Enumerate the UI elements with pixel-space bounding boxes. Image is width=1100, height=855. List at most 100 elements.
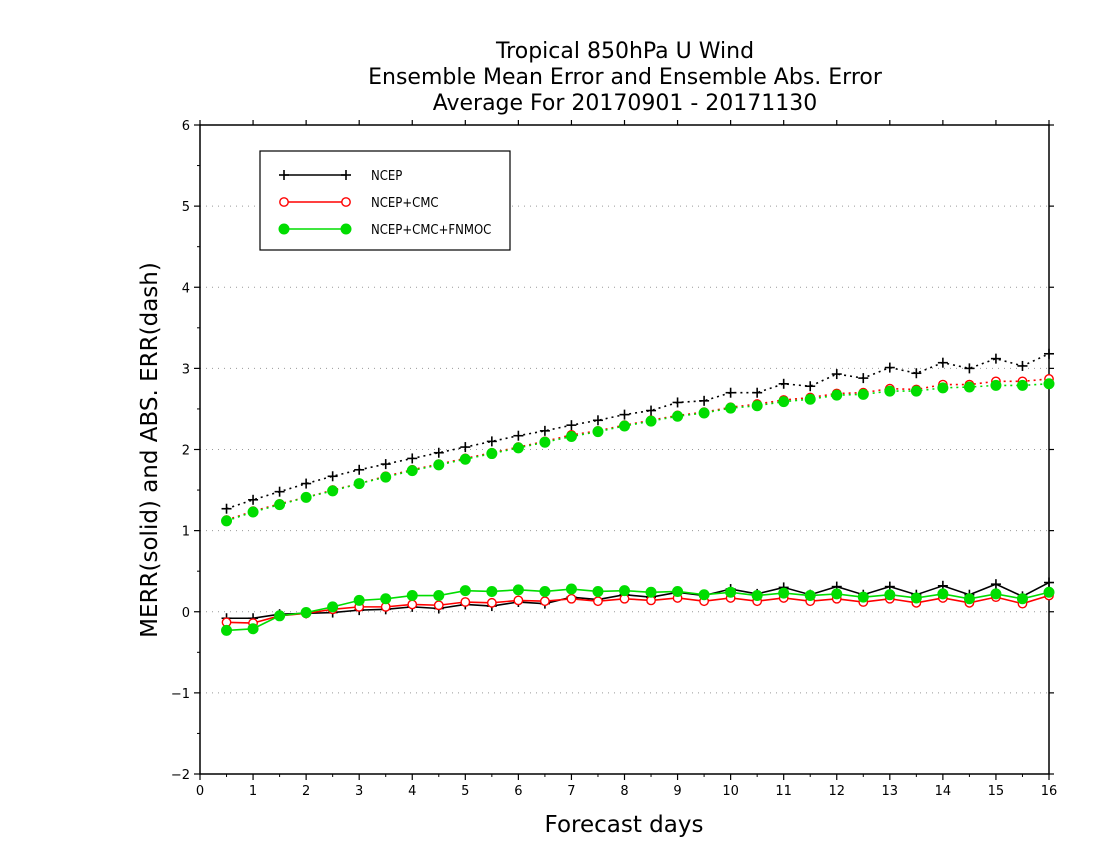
x-tick-label: 15 [988, 784, 1005, 799]
filled-circle-marker [1016, 379, 1028, 391]
open-circle-marker [513, 595, 524, 606]
plus-marker [341, 170, 351, 180]
filled-circle-marker [247, 506, 259, 518]
filled-circle-marker [221, 624, 233, 636]
filled-circle-marker [380, 471, 392, 483]
x-tick-label: 4 [408, 784, 416, 799]
x-tick-label: 14 [935, 784, 952, 799]
filled-circle-marker [990, 379, 1002, 391]
series-line [226, 382, 1050, 522]
filled-circle-marker [910, 385, 922, 397]
plus-marker [699, 395, 710, 406]
open-circle-marker [486, 597, 497, 608]
filled-circle-marker [353, 594, 365, 606]
filled-circle-marker [1043, 586, 1055, 598]
filled-circle-marker [278, 223, 290, 235]
plus-marker [354, 464, 365, 475]
series-ncep-abs-error [221, 348, 1054, 514]
filled-circle-marker [751, 400, 763, 412]
plus-marker [990, 353, 1001, 364]
series-line [226, 594, 1050, 624]
plus-marker [513, 430, 524, 441]
legend-item: NCEP+CMC [279, 196, 439, 211]
filled-circle-marker [539, 585, 551, 597]
filled-circle-marker [884, 385, 896, 397]
x-tick-label: 3 [355, 784, 363, 799]
filled-circle-marker [937, 588, 949, 600]
x-tick-label: 1 [249, 784, 257, 799]
y-tick-label: 0 [182, 606, 190, 621]
filled-circle-marker [327, 601, 339, 613]
plus-marker [884, 362, 895, 373]
y-tick-label: 5 [182, 200, 190, 215]
filled-circle-marker [963, 381, 975, 393]
open-circle-marker [460, 597, 471, 607]
filled-circle-marker [433, 590, 445, 602]
filled-circle-marker [725, 586, 737, 598]
chart-title-line-1: Tropical 850hPa U Wind [495, 39, 754, 64]
filled-circle-marker [778, 396, 790, 408]
chart-title-line-2: Ensemble Mean Error and Ensemble Abs. Er… [368, 65, 883, 90]
plus-marker [327, 471, 338, 482]
filled-circle-marker [831, 389, 843, 401]
series-line [226, 353, 1050, 510]
x-tick-label: 8 [620, 784, 628, 799]
y-tick-label: 6 [182, 119, 190, 134]
x-tick-label: 12 [828, 784, 845, 799]
chart-title-line-3: Average For 20170901 - 20171130 [433, 91, 818, 116]
plus-marker [805, 381, 816, 392]
filled-circle-marker [406, 590, 418, 602]
series-ncep-cmc-abs-error [221, 374, 1054, 525]
x-axis-title: Forecast days [545, 812, 704, 838]
plus-marker [279, 170, 289, 180]
plus-marker [646, 405, 657, 416]
plus-marker [1044, 348, 1054, 359]
y-axis-title: MERR(solid) and ABS. ERR(dash) [137, 262, 163, 638]
legend-box [259, 150, 511, 251]
y-tick-label: 1 [182, 525, 190, 540]
filled-circle-marker [698, 407, 710, 419]
filled-circle-marker [340, 223, 352, 235]
x-tick-label: 7 [567, 784, 575, 799]
filled-circle-marker [857, 591, 869, 603]
open-circle-marker [279, 197, 289, 207]
plus-marker [380, 459, 391, 470]
open-circle-marker [341, 197, 351, 207]
plus-marker [460, 442, 471, 453]
filled-circle-marker [592, 426, 604, 438]
filled-circle-marker [619, 420, 630, 432]
plus-marker [486, 436, 497, 447]
y-tick-label: −2 [171, 768, 190, 783]
plus-marker [433, 447, 444, 458]
filled-circle-marker [327, 485, 339, 497]
filled-circle-marker [486, 448, 498, 460]
series-ncep-cmc-fnmoc-mean-error [221, 583, 1055, 636]
filled-circle-marker [274, 610, 286, 622]
filled-circle-marker [884, 589, 896, 601]
filled-circle-marker [459, 585, 471, 597]
plus-marker [911, 368, 922, 379]
y-tick-label: −1 [171, 687, 190, 702]
filled-circle-marker [778, 587, 790, 599]
filled-circle-marker [645, 586, 657, 598]
plus-marker [1044, 577, 1054, 588]
filled-circle-marker [619, 585, 630, 597]
x-tick-label: 16 [1041, 784, 1058, 799]
x-tick-label: 0 [196, 784, 204, 799]
filled-circle-marker [831, 588, 843, 600]
plus-marker [964, 363, 975, 374]
filled-circle-marker [645, 415, 657, 427]
plus-marker [778, 378, 789, 389]
plus-marker [672, 397, 683, 408]
filled-circle-marker [565, 583, 577, 595]
filled-circle-marker [247, 623, 259, 635]
y-tick-label: 3 [182, 362, 190, 377]
filled-circle-marker [512, 442, 524, 454]
plus-marker [274, 486, 285, 497]
filled-circle-marker [274, 499, 286, 511]
filled-circle-marker [804, 393, 816, 405]
filled-circle-marker [1043, 378, 1055, 390]
plus-marker [301, 478, 312, 489]
filled-circle-marker [990, 588, 1002, 600]
plus-marker [937, 357, 948, 368]
